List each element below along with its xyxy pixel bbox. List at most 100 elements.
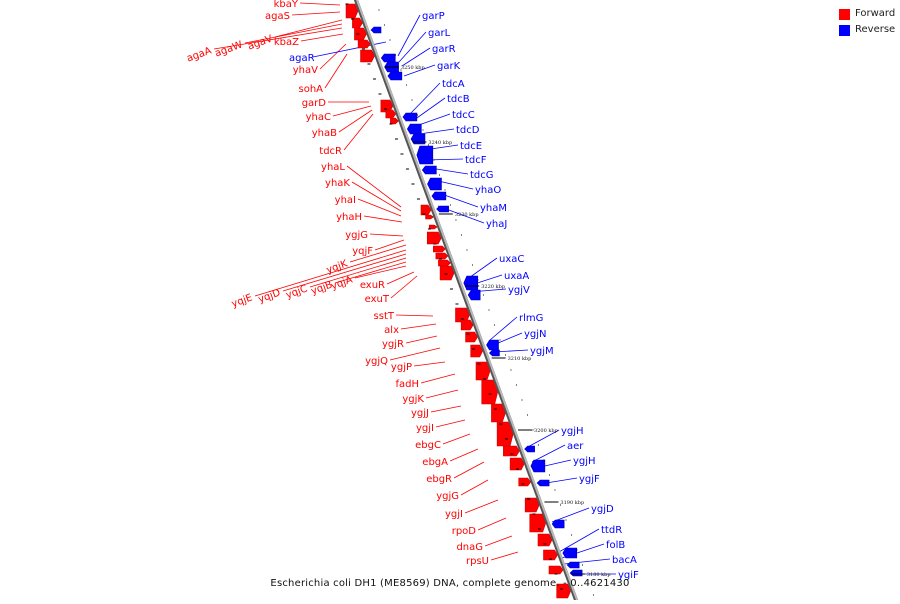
legend-reverse-label: Reverse [855,24,896,35]
reverse-gene-block [427,177,442,191]
reverse-gene-label: tdcD [456,125,480,136]
forward-label-connector [363,215,403,223]
forward-gene-label: yhaL [321,162,345,173]
reverse-label-connector [551,507,590,523]
reverse-label-connector [489,316,518,341]
forward-gene-block [390,117,399,125]
forward-gene-label: ygjQ [365,356,388,367]
forward-label-connector [430,405,462,413]
forward-label-connector [435,419,466,428]
forward-gene-label: ygjI [445,509,463,520]
forward-label-connector [334,261,407,284]
forward-gene-label: yhaB [312,128,337,139]
forward-gene-label: sohA [298,84,323,95]
reverse-gene-block [380,53,396,63]
forward-label-connector [389,347,441,361]
forward-gene-label: ygjP [391,362,412,373]
forward-label-connector [374,239,405,251]
forward-gene-block [556,583,572,599]
reverse-gene-label: ygiF [618,570,639,581]
forward-label-connector [490,551,519,561]
forward-gene-block [380,99,394,113]
reverse-label-connector [403,64,436,77]
forward-gene-label: yhaV [293,65,318,76]
forward-label-connector [420,373,456,384]
reverse-label-connector [397,14,421,57]
forward-swatch [839,9,850,20]
forward-gene-label: tdcR [319,146,342,157]
reverse-gene-block [370,26,382,34]
reverse-gene-label: tdcF [465,155,487,166]
forward-gene-block [345,3,359,19]
reverse-gene-label: uxaC [499,254,524,265]
forward-gene-block [475,361,491,381]
forward-gene-block [435,252,449,260]
forward-gene-label: alx [384,325,399,336]
reverse-gene-label: folB [606,540,625,551]
forward-label-connector [244,23,343,44]
reverse-label-connector [525,429,560,449]
forward-gene-block [426,231,442,245]
forward-gene-block [438,259,451,267]
reverse-label-connector [401,47,431,67]
reverse-gene-block [566,561,580,569]
forward-label-connector [477,517,507,531]
forward-label-connector [291,11,341,16]
forward-gene-label: yqjK [325,258,349,276]
forward-gene-label: ygjR [382,339,404,350]
forward-label-connector [425,389,459,399]
reverse-gene-block [536,479,550,487]
forward-gene-label: exuR [360,280,385,291]
forward-label-connector [254,249,407,297]
reverse-label-connector [409,82,441,115]
reverse-swatch [839,25,850,36]
forward-label-connector [349,244,407,263]
forward-gene-label: ebgC [415,440,441,451]
forward-gene-label: agaW [213,39,244,59]
reverse-gene-label: yhaO [475,185,501,196]
reverse-gene-label: garP [422,11,445,22]
forward-gene-block [496,421,514,447]
reverse-gene-label: garK [437,61,461,72]
reverse-gene-block [524,445,535,453]
genome-caption: Escherichia coli DH1 (ME8569) DNA, compl… [270,578,630,589]
forward-label-connector [413,361,446,367]
forward-gene-label: yqjA [330,274,354,292]
forward-label-connector [319,43,347,70]
forward-gene-block [439,265,455,281]
forward-label-connector [464,499,499,514]
forward-label-connector [332,105,372,117]
reverse-gene-label: tdcE [460,141,482,152]
reverse-gene-block [387,71,403,81]
tick-label: 3240 kbp [428,140,452,146]
tick-label: 3190 kbp [560,500,584,506]
forward-gene-label: agaS [265,11,290,22]
forward-gene-block [481,379,499,405]
reverse-label-connector [413,97,446,121]
forward-label-connector [405,335,438,344]
forward-gene-block [433,245,446,253]
forward-label-connector [390,275,418,299]
reverse-gene-label: yhaJ [486,219,507,230]
tick-label: 3180 kbp [587,572,611,578]
reverse-gene-label: uxaA [504,271,529,282]
reverse-gene-block [530,459,546,473]
forward-label-connector [357,198,402,217]
forward-gene-block [470,344,484,358]
reverse-label-connector [558,528,600,553]
forward-label-connector [369,233,404,237]
forward-gene-label: sstT [374,311,395,322]
tick-label: 3200 kbp [534,428,558,434]
reverse-gene-block [416,145,434,165]
forward-gene-block [548,565,564,575]
forward-gene-block [518,477,532,487]
tick-label: 3230 kbp [455,212,479,218]
forward-gene-label: ygjK [402,394,424,405]
reverse-gene-label: tdcG [470,170,494,181]
reverse-gene-label: aer [567,441,584,452]
forward-label-connector [400,323,437,330]
forward-gene-block [354,27,367,41]
reverse-gene-label: garR [432,44,456,55]
